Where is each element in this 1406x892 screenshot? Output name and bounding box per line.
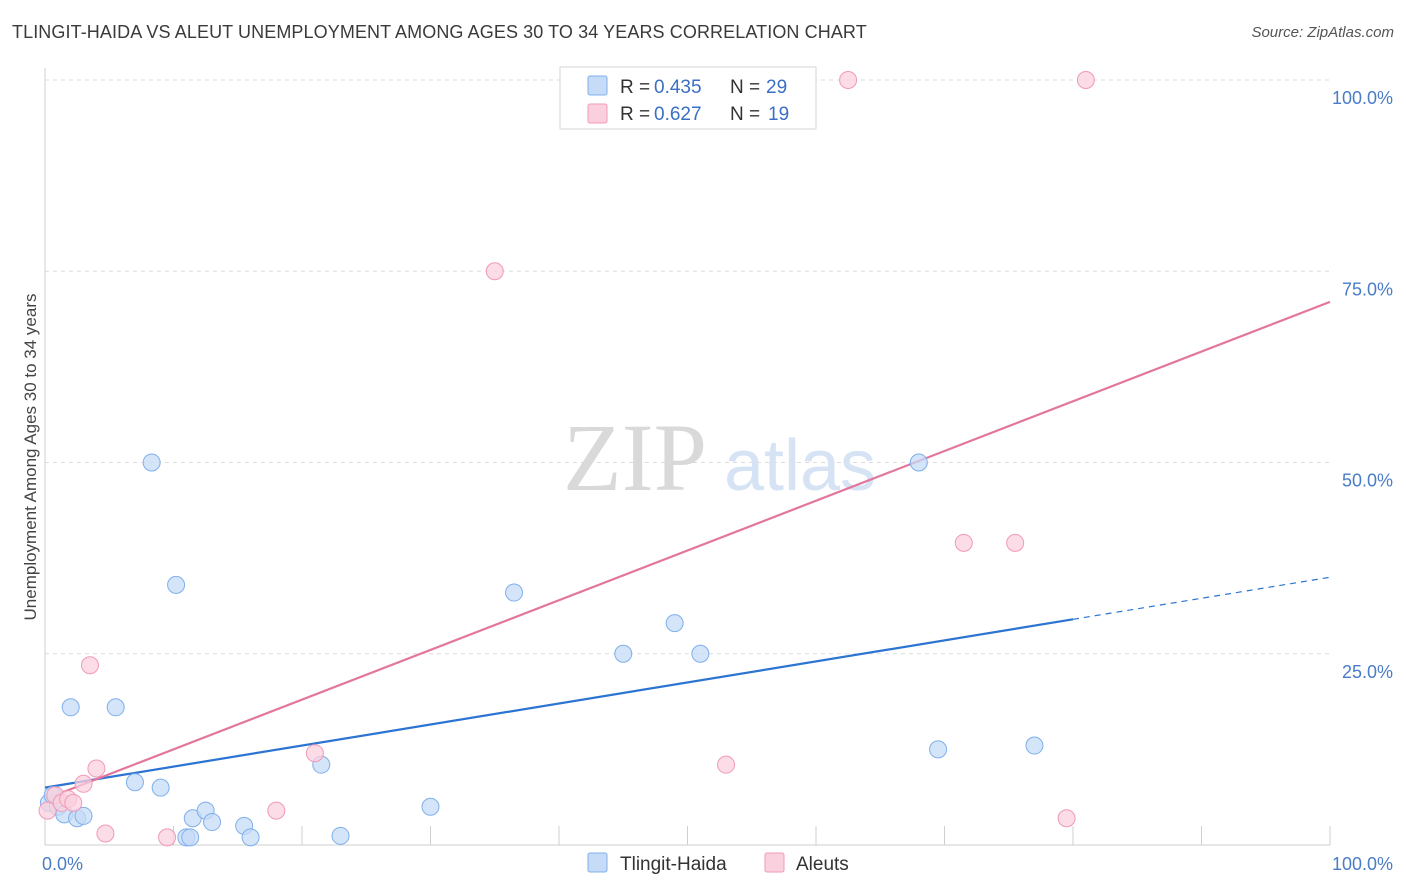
point-aleuts-7 (87, 759, 106, 778)
source-label: Source: ZipAtlas.com (1251, 24, 1394, 41)
grid-lines (45, 79, 1330, 655)
point-aleuts-10 (267, 801, 286, 820)
trend-lines (44, 300, 1331, 801)
point-aleuts-0 (38, 801, 57, 820)
x-tick-label-0: 0.0% (42, 854, 83, 874)
axes (44, 68, 1331, 846)
trend-line-extension-0 (1072, 576, 1331, 620)
bottom-legend-swatch-aleuts (764, 852, 785, 873)
point-aleuts-12 (485, 262, 504, 281)
bottom-legend: Tlingit-Haida Aleuts (587, 852, 849, 875)
y-tick-label-25: 25.0% (1342, 662, 1393, 682)
y-axis-label: Unemployment Among Ages 30 to 34 years (21, 294, 40, 621)
point-tlingit-13 (181, 828, 200, 847)
legend-n-value-tlingit: 29 (766, 77, 787, 98)
legend-n-label-tlingit: N = (730, 77, 760, 98)
legend-r-label-aleuts: R = (620, 104, 650, 125)
point-tlingit-8 (125, 773, 144, 792)
point-aleuts-18 (1057, 809, 1076, 828)
point-tlingit-4 (61, 698, 80, 717)
point-tlingit-6 (74, 806, 93, 825)
point-tlingit-22 (505, 583, 524, 602)
watermark: ZIP atlas (563, 404, 876, 511)
legend-r-value-tlingit: 0.435 (654, 77, 702, 98)
point-tlingit-26 (909, 453, 928, 472)
data-points (38, 71, 1095, 847)
chart-title: TLINGIT-HAIDA VS ALEUT UNEMPLOYMENT AMON… (12, 22, 867, 42)
legend-swatch-aleuts (587, 103, 608, 124)
point-aleuts-14 (839, 71, 858, 89)
point-tlingit-27 (929, 740, 948, 759)
watermark-zip: ZIP (563, 404, 707, 511)
trend-line-1 (44, 300, 1331, 801)
y-tick-label-75: 75.0% (1342, 279, 1393, 299)
y-tick-label-100: 100.0% (1332, 88, 1393, 108)
legend-swatch-tlingit (587, 75, 608, 96)
bottom-legend-label-aleuts: Aleuts (796, 854, 849, 875)
legend-n-value-aleuts: 19 (768, 104, 789, 125)
point-aleuts-16 (1006, 533, 1025, 552)
point-aleuts-8 (96, 824, 115, 843)
legend-n-label-aleuts: N = (730, 104, 760, 125)
trend-line-0 (44, 618, 1074, 789)
y-tick-label-50: 50.0% (1342, 471, 1393, 491)
legend-r-value-aleuts: 0.627 (654, 104, 702, 125)
point-tlingit-25 (691, 644, 710, 663)
bottom-legend-label-tlingit: Tlingit-Haida (620, 854, 727, 875)
point-aleuts-5 (74, 774, 93, 793)
point-aleuts-13 (717, 755, 736, 774)
point-tlingit-24 (665, 614, 684, 633)
x-tick-label-100: 100.0% (1332, 854, 1393, 874)
bottom-legend-swatch-tlingit (587, 852, 608, 873)
watermark-atlas: atlas (724, 426, 876, 506)
top-legend: R = 0.435 N = 29 R = 0.627 N = 19 (559, 66, 817, 130)
tick-labels: 25.0% 50.0% 75.0% 100.0% 0.0% 100.0% (42, 88, 1393, 874)
point-tlingit-7 (106, 698, 125, 717)
point-tlingit-10 (151, 778, 170, 797)
point-tlingit-18 (241, 828, 260, 847)
point-tlingit-23 (614, 644, 633, 663)
point-tlingit-20 (331, 826, 350, 845)
point-tlingit-16 (203, 813, 222, 832)
point-aleuts-15 (954, 533, 973, 552)
point-aleuts-11 (305, 744, 324, 763)
point-aleuts-17 (1076, 71, 1095, 89)
point-tlingit-9 (142, 453, 161, 472)
point-tlingit-11 (167, 575, 186, 594)
legend-r-label-tlingit: R = (620, 77, 650, 98)
point-aleuts-4 (64, 793, 83, 812)
point-aleuts-6 (80, 656, 99, 675)
point-tlingit-21 (421, 797, 440, 816)
point-tlingit-28 (1025, 736, 1044, 755)
point-aleuts-9 (158, 828, 177, 847)
